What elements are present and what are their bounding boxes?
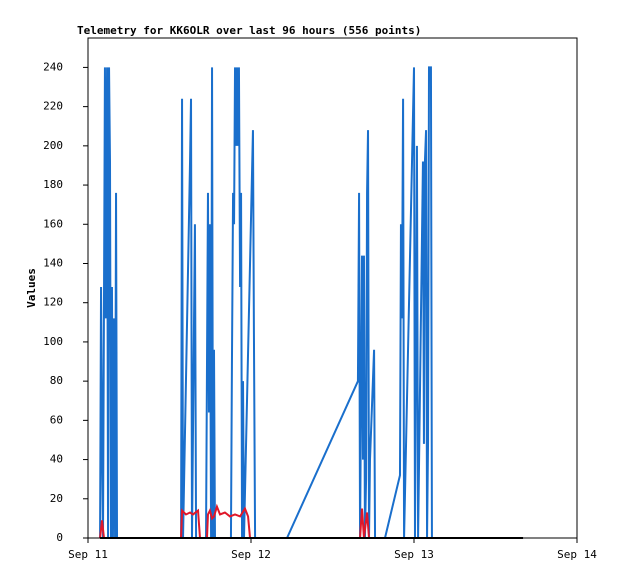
y-tick-label: 220	[43, 100, 63, 113]
y-tick-label: 180	[43, 178, 63, 191]
y-tick-label: 120	[43, 296, 63, 309]
y-tick-label: 160	[43, 217, 63, 230]
x-tick-label: Sep 12	[231, 548, 271, 561]
plot-frame	[87, 37, 578, 539]
y-tick-label: 200	[43, 139, 63, 152]
y-axis-label: Values	[25, 268, 38, 308]
y-tick-label: 40	[50, 453, 63, 466]
y-tick-label: 0	[56, 531, 63, 544]
y-tick-label: 100	[43, 335, 63, 348]
x-tick-label: Sep 14	[557, 548, 597, 561]
y-tick-label: 20	[50, 492, 63, 505]
x-tick-label: Sep 13	[394, 548, 434, 561]
chart-title: Telemetry for KK6OLR over last 96 hours …	[77, 24, 421, 37]
y-tick-label: 60	[50, 413, 63, 426]
y-tick-label: 140	[43, 256, 63, 269]
y-tick-label: 240	[43, 60, 63, 73]
series-line	[99, 66, 433, 539]
y-tick-label: 80	[50, 374, 63, 387]
x-tick-label: Sep 11	[68, 548, 108, 561]
